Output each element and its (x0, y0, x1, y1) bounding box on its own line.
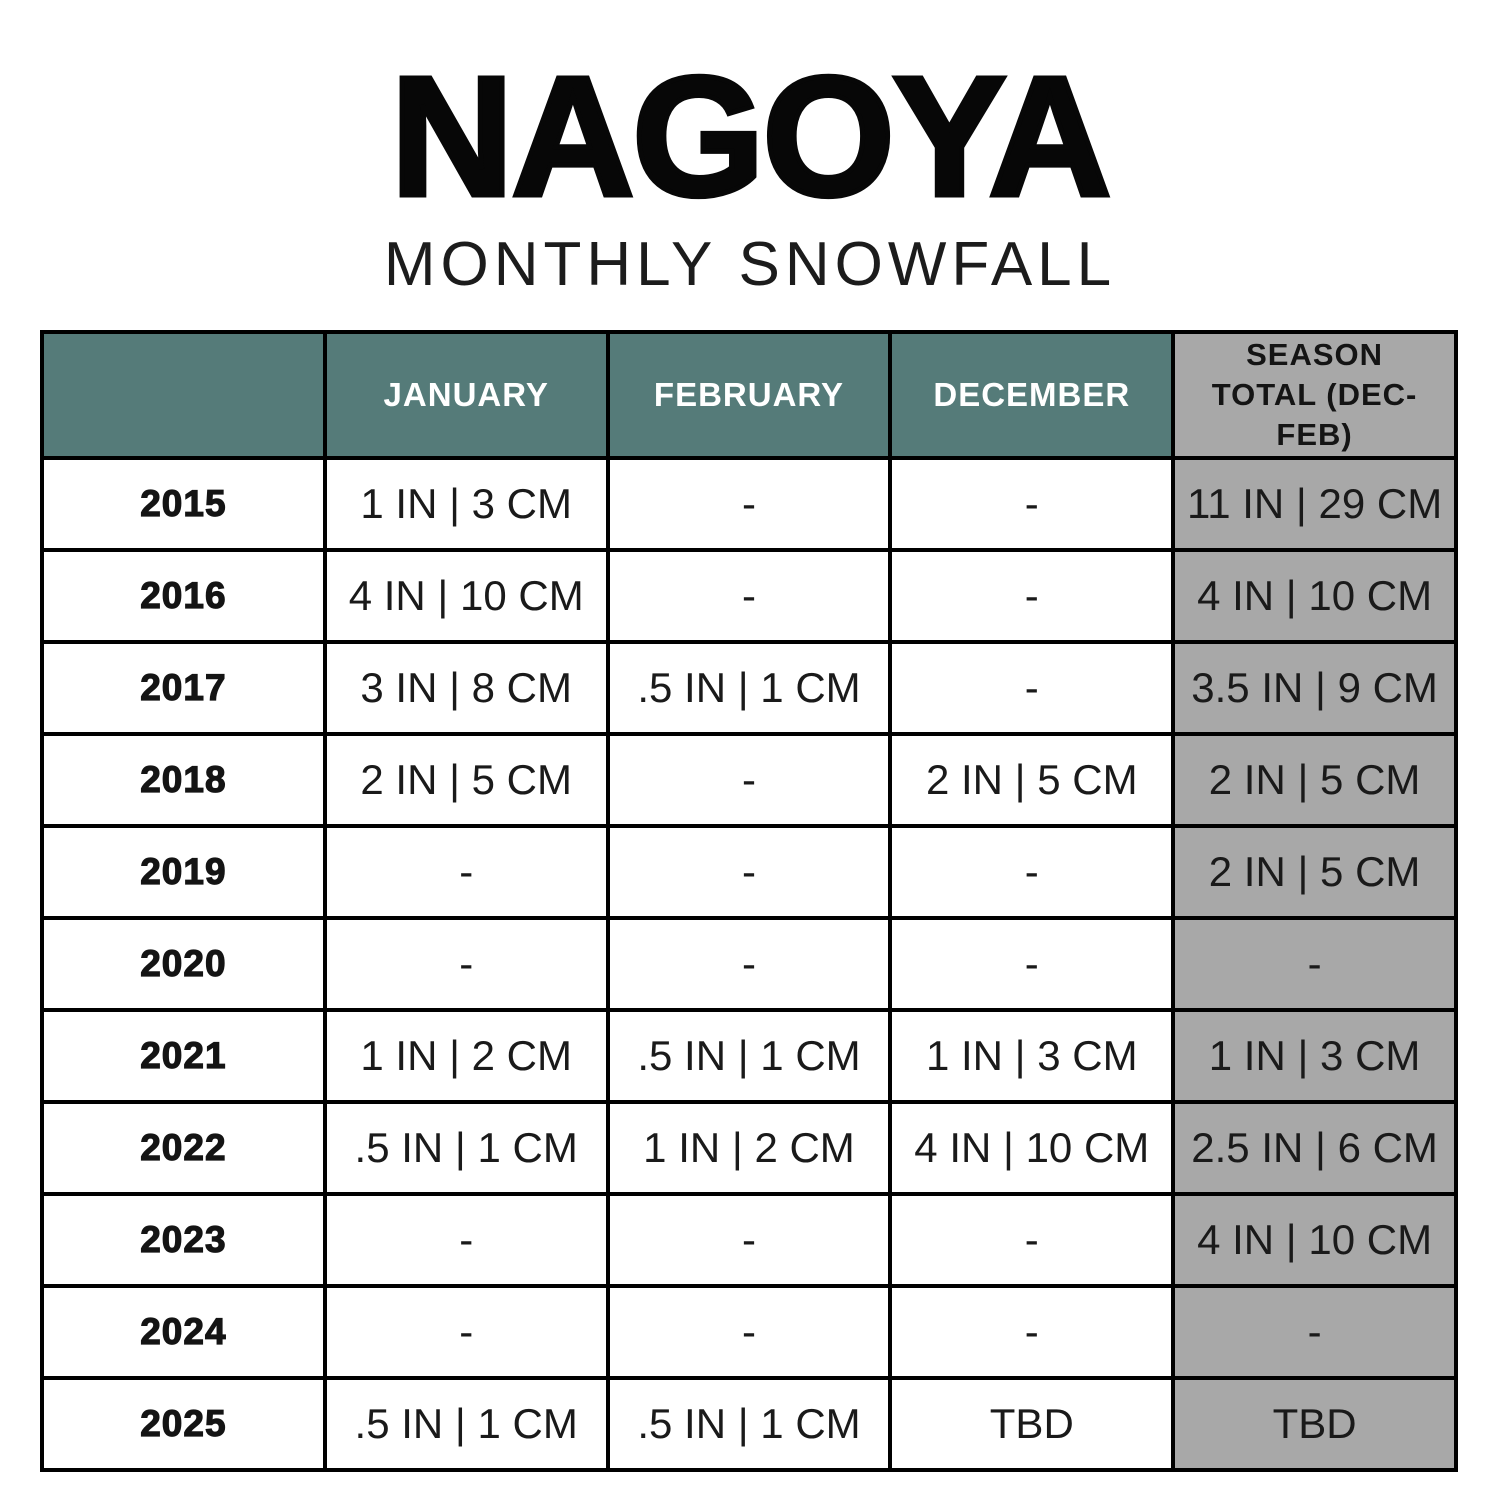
season-total-cell: - (1171, 1284, 1458, 1380)
snowfall-cell: 1 IN | 3 CM (888, 1008, 1176, 1104)
header-cell-january: JANUARY (322, 330, 610, 460)
year-label: 2017 (40, 640, 327, 736)
snowfall-cell: - (605, 1284, 893, 1380)
year-label: 2018 (40, 732, 327, 828)
snowfall-cell: 3 IN | 8 CM (322, 640, 610, 736)
snowfall-cell: - (605, 456, 893, 552)
season-total-cell: 4 IN | 10 CM (1171, 1192, 1458, 1288)
snowfall-cell: - (605, 824, 893, 920)
snowfall-table: JANUARY FEBRUARY DECEMBER SEASON TOTAL (… (40, 330, 1458, 1472)
year-label: 2025 (40, 1376, 327, 1472)
year-label: 2021 (40, 1008, 327, 1104)
page-title: NAGOYA (388, 42, 1114, 232)
snowfall-cell: .5 IN | 1 CM (605, 1008, 893, 1104)
snowfall-cell: 1 IN | 3 CM (322, 456, 610, 552)
year-label: 2022 (40, 1100, 327, 1196)
season-total-cell: - (1171, 916, 1458, 1012)
year-label: 2024 (40, 1284, 327, 1380)
season-total-cell: 3.5 IN | 9 CM (1171, 640, 1458, 736)
row-2018: 2018 2 IN | 5 CM - 2 IN | 5 CM 2 IN | 5 … (40, 732, 1458, 828)
row-2023: 2023 - - - 4 IN | 10 CM (40, 1192, 1458, 1288)
header-cell-february: FEBRUARY (605, 330, 893, 460)
row-2024: 2024 - - - - (40, 1284, 1458, 1380)
snowfall-cell: - (322, 1192, 610, 1288)
snowfall-cell: - (888, 1284, 1176, 1380)
snowfall-cell: 1 IN | 2 CM (605, 1100, 893, 1196)
snowfall-cell: - (888, 640, 1176, 736)
header-cell-december: DECEMBER (888, 330, 1176, 460)
header-cell-season-total: SEASON TOTAL (DEC-FEB) (1171, 330, 1458, 460)
season-total-cell: 4 IN | 10 CM (1171, 548, 1458, 644)
year-label: 2016 (40, 548, 327, 644)
row-2021: 2021 1 IN | 2 CM .5 IN | 1 CM 1 IN | 3 C… (40, 1008, 1458, 1104)
year-label: 2019 (40, 824, 327, 920)
snowfall-cell: 2 IN | 5 CM (888, 732, 1176, 828)
snowfall-cell: - (888, 456, 1176, 552)
snowfall-cell: - (605, 548, 893, 644)
row-2015: 2015 1 IN | 3 CM - - 11 IN | 29 CM (40, 456, 1458, 552)
row-2017: 2017 3 IN | 8 CM .5 IN | 1 CM - 3.5 IN |… (40, 640, 1458, 736)
row-2020: 2020 - - - - (40, 916, 1458, 1012)
snowfall-cell: - (322, 824, 610, 920)
snowfall-cell: - (605, 1192, 893, 1288)
season-total-cell: 11 IN | 29 CM (1171, 456, 1458, 552)
season-total-cell: TBD (1171, 1376, 1458, 1472)
snowfall-cell: .5 IN | 1 CM (605, 1376, 893, 1472)
season-total-cell: 1 IN | 3 CM (1171, 1008, 1458, 1104)
snowfall-cell: - (888, 548, 1176, 644)
snowfall-cell: .5 IN | 1 CM (322, 1100, 610, 1196)
season-total-cell: 2 IN | 5 CM (1171, 824, 1458, 920)
snowfall-cell: - (605, 916, 893, 1012)
season-total-cell: 2.5 IN | 6 CM (1171, 1100, 1458, 1196)
snowfall-cell: .5 IN | 1 CM (605, 640, 893, 736)
snowfall-cell: TBD (888, 1376, 1176, 1472)
snowfall-cell: - (888, 824, 1176, 920)
page-subtitle: MONTHLY SNOWFALL (383, 230, 1117, 299)
snowfall-cell: - (322, 1284, 610, 1380)
row-2016: 2016 4 IN | 10 CM - - 4 IN | 10 CM (40, 548, 1458, 644)
snowfall-cell: - (888, 916, 1176, 1012)
header-row: JANUARY FEBRUARY DECEMBER SEASON TOTAL (… (40, 330, 1458, 460)
snowfall-cell: 2 IN | 5 CM (322, 732, 610, 828)
row-2022: 2022 .5 IN | 1 CM 1 IN | 2 CM 4 IN | 10 … (40, 1100, 1458, 1196)
snowfall-cell: 4 IN | 10 CM (322, 548, 610, 644)
row-2019: 2019 - - - 2 IN | 5 CM (40, 824, 1458, 920)
season-total-cell: 2 IN | 5 CM (1171, 732, 1458, 828)
snowfall-cell: - (322, 916, 610, 1012)
snowfall-cell: .5 IN | 1 CM (322, 1376, 610, 1472)
year-label: 2020 (40, 916, 327, 1012)
year-label: 2023 (40, 1192, 327, 1288)
snowfall-cell: 1 IN | 2 CM (322, 1008, 610, 1104)
snowfall-cell: 4 IN | 10 CM (888, 1100, 1176, 1196)
row-2025: 2025 .5 IN | 1 CM .5 IN | 1 CM TBD TBD (40, 1376, 1458, 1472)
year-label: 2015 (40, 456, 327, 552)
snowfall-cell: - (605, 732, 893, 828)
snowfall-cell: - (888, 1192, 1176, 1288)
header-cell-empty (40, 330, 327, 460)
